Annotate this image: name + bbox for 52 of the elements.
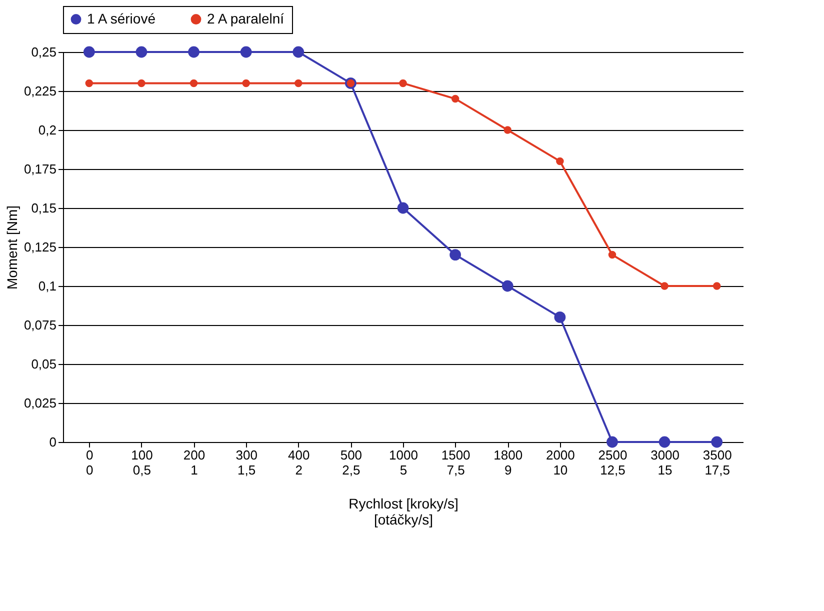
legend-label: 2 A paralelní — [207, 10, 284, 26]
y-axis-title: Moment [Nm] — [4, 205, 20, 290]
point — [712, 282, 721, 290]
y-tick-label: 0 — [49, 434, 56, 450]
point — [556, 157, 564, 166]
y-tick-label: 0,15 — [31, 200, 56, 216]
point — [83, 46, 95, 58]
y-tick-label: 0,125 — [24, 240, 56, 254]
point — [658, 436, 670, 448]
point — [242, 79, 250, 88]
y-tick-label: 0,05 — [31, 356, 56, 372]
y-tick-label: 0,075 — [24, 318, 56, 332]
point — [292, 46, 304, 58]
x-tick-label: 300 1,5 — [236, 448, 258, 478]
y-tick-label: 0,225 — [24, 84, 56, 98]
x-tick-label: 0 0 — [86, 448, 94, 478]
x-tick-label: 2000 10 — [546, 448, 575, 478]
point — [502, 280, 514, 292]
x-tick-label: 3500 17,5 — [702, 448, 732, 478]
point — [451, 94, 460, 103]
point — [188, 46, 200, 58]
point — [450, 249, 462, 260]
point — [606, 436, 618, 448]
point — [190, 79, 198, 88]
point — [554, 312, 566, 323]
y-tick-label: 0,1 — [38, 278, 56, 294]
x-tick-label: 400 2 — [288, 448, 310, 478]
point — [138, 79, 146, 88]
y-tick-label: 0,175 — [24, 162, 56, 176]
point — [136, 46, 148, 58]
point — [399, 79, 407, 88]
legend-label: 1 A sériové — [87, 10, 156, 26]
point — [85, 79, 94, 88]
x-tick-label: 2500 12,5 — [598, 448, 628, 478]
point — [608, 250, 616, 259]
x-tick-label: 200 1 — [183, 448, 206, 478]
y-tick-label: 0,025 — [24, 396, 56, 410]
x-tick-label: 500 2,5 — [340, 448, 362, 478]
x-tick-label: 3000 15 — [650, 448, 680, 478]
y-tick-label: 0,25 — [31, 44, 56, 60]
x-tick-label: 100 0,5 — [131, 448, 153, 478]
y-tick-label: 0,2 — [38, 122, 56, 138]
point — [240, 46, 252, 58]
point — [294, 79, 302, 88]
x-tick-label: 1800 9 — [494, 448, 523, 478]
point — [711, 436, 723, 448]
point — [660, 282, 668, 290]
x-tick-label: 1000 5 — [389, 448, 418, 478]
point — [504, 126, 512, 134]
point — [397, 202, 409, 214]
x-tick-label: 1500 7,5 — [441, 448, 470, 478]
x-axis-title: Rychlost [kroky/s] [otáčky/s] — [348, 496, 458, 528]
